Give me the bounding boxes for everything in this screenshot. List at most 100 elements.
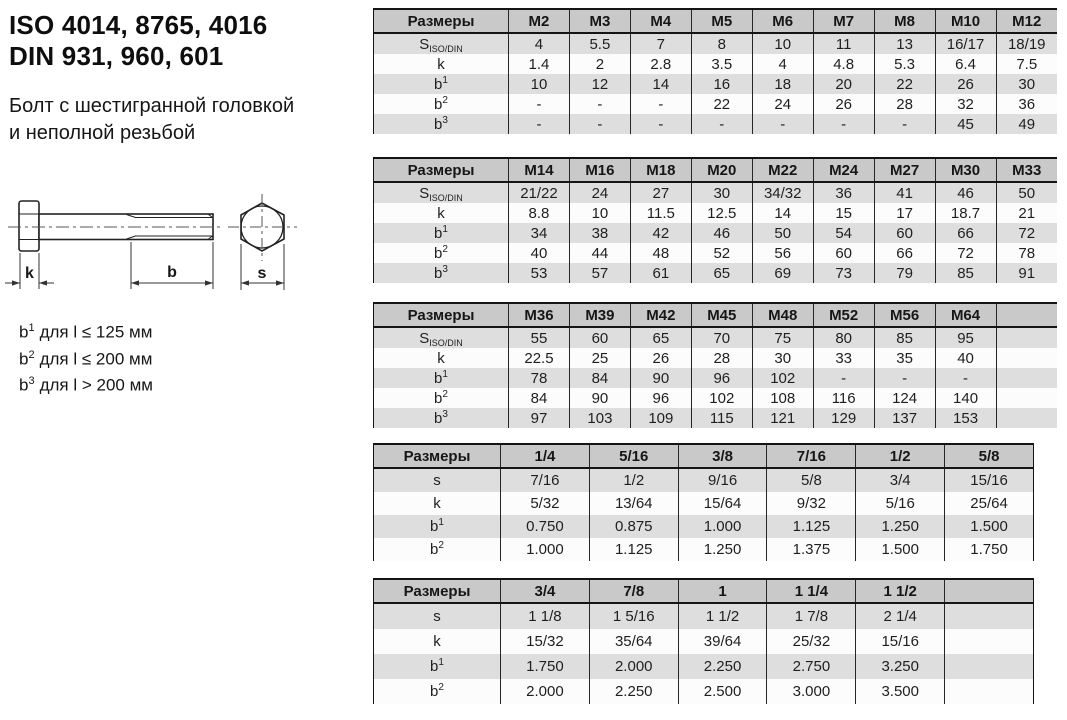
- value-cell: 25/64: [944, 492, 1034, 515]
- value-cell: 70: [690, 327, 753, 348]
- value-cell: 28: [873, 94, 936, 114]
- value-cell: 18: [751, 74, 814, 94]
- value-cell: 2.500: [677, 679, 767, 704]
- value-cell: 35/64: [588, 629, 679, 654]
- row-label: b2: [434, 388, 448, 407]
- value-cell: 9/32: [766, 492, 856, 515]
- row-label: b3: [434, 408, 448, 427]
- value-cell: 21/22: [508, 182, 570, 203]
- size-column-header: M42: [629, 303, 692, 328]
- size-column-header: M5: [690, 9, 753, 34]
- value-cell: 96: [629, 388, 692, 408]
- value-cell: 121: [751, 408, 814, 428]
- row-label: s: [433, 608, 441, 625]
- row-label: k: [437, 55, 445, 73]
- sizes-header: Размеры: [373, 9, 509, 34]
- value-cell: 75: [751, 327, 814, 348]
- row-label: b1: [430, 657, 444, 675]
- value-cell: 1.250: [855, 515, 945, 538]
- value-cell: 2.000: [588, 654, 679, 679]
- value-cell: 15: [812, 203, 875, 223]
- value-cell: 60: [873, 223, 936, 243]
- value-cell: 3.250: [855, 654, 945, 679]
- dimension-b: b: [130, 242, 214, 289]
- inch-table-quarter-to-5-8: Размеры 1/4 5/16 3/8 7/16 1/2 5/8 s 7/16 1/2 9/16 5…: [373, 443, 1034, 561]
- value-cell: 0.875: [588, 515, 679, 538]
- value-cell: -: [873, 368, 936, 388]
- note-b3: b3 для l > 200 мм: [19, 375, 153, 395]
- row-label: b1: [434, 223, 448, 242]
- value-cell: 53: [508, 263, 570, 283]
- value-cell: 22.5: [508, 348, 570, 368]
- value-cell: 109: [629, 408, 692, 428]
- value-cell: 26: [812, 94, 875, 114]
- row-label: SISO/DIN: [419, 329, 463, 348]
- value-cell: [995, 368, 1057, 388]
- value-cell: 2 1/4: [855, 603, 945, 629]
- row-label: b1: [434, 368, 448, 387]
- header-row: Размеры 3/4 7/8 1 1 1/4 1 1/2: [373, 579, 1034, 604]
- value-cell: 66: [873, 243, 936, 263]
- row-label: b1: [434, 74, 448, 93]
- value-cell: 38: [568, 223, 631, 243]
- hex-head-front-view: [228, 194, 297, 261]
- value-cell: 24: [568, 182, 631, 203]
- size-column-header: M30: [934, 158, 996, 183]
- size-column-header: M12: [995, 9, 1057, 34]
- value-cell: 49: [995, 114, 1057, 134]
- size-column-header: M64: [934, 303, 996, 328]
- row-label: b2: [430, 682, 444, 700]
- dimension-k: k: [5, 253, 54, 289]
- table-row: b3- - - - - - -45 49: [373, 114, 1057, 134]
- table-row: b1 34 38 42 46 50 54 60 66 72: [373, 223, 1057, 243]
- value-cell: 65: [690, 263, 753, 283]
- value-cell: 5/16: [855, 492, 945, 515]
- size-column-header: M36: [508, 303, 570, 328]
- metric-table-m2-m12: Размеры M2 M3 M4 M5 M6 M7 M8 M10 M12 SISO/DIN 4 5.5 7…: [373, 8, 1057, 134]
- table-row: b1 10 12 14 16 18 20 22 26 30: [373, 74, 1057, 94]
- value-cell: -: [751, 114, 814, 134]
- size-column-header: M16: [568, 158, 631, 183]
- value-cell: 1.750: [500, 654, 590, 679]
- size-column-header: 7/8: [588, 579, 679, 604]
- thread-runout-top: [126, 214, 136, 218]
- value-cell: 26: [629, 348, 692, 368]
- value-cell: 2.000: [500, 679, 590, 704]
- row-label: SISO/DIN: [419, 184, 463, 203]
- value-cell: 2.250: [677, 654, 767, 679]
- dim-label-s: s: [258, 265, 267, 282]
- value-cell: 8.8: [508, 203, 570, 223]
- value-cell: 11.5: [629, 203, 692, 223]
- table-row: k 22.5 25 26 28 30 33 35 40: [373, 348, 1057, 368]
- value-cell: 15/16: [855, 629, 945, 654]
- value-cell: 22: [873, 74, 936, 94]
- value-cell: [944, 654, 1034, 679]
- size-column-header: M52: [812, 303, 875, 328]
- value-cell: 41: [873, 182, 936, 203]
- value-cell: 26: [934, 74, 996, 94]
- bolt-side-view: [8, 200, 222, 252]
- value-cell: -: [873, 114, 936, 134]
- value-cell: 18.7: [934, 203, 996, 223]
- value-cell: 22: [690, 94, 753, 114]
- value-cell: 103: [568, 408, 631, 428]
- table-row: b1 78 84 90 96 102- - -: [373, 368, 1057, 388]
- row-label: b1: [430, 517, 444, 535]
- table-row: b2 2.000 2.250 2.500 3.000 3.500: [373, 679, 1034, 704]
- value-cell: 129: [812, 408, 875, 428]
- size-column-header: M8: [873, 9, 936, 34]
- value-cell: 20: [812, 74, 875, 94]
- value-cell: -: [812, 368, 875, 388]
- size-column-header: 1 1/2: [855, 579, 945, 604]
- row-label: b3: [434, 114, 448, 133]
- value-cell: 48: [629, 243, 692, 263]
- value-cell: 52: [690, 243, 753, 263]
- size-column-header: M7: [812, 9, 875, 34]
- value-cell: 14: [751, 203, 814, 223]
- thread-runout-bottom: [126, 235, 136, 240]
- value-cell: 24: [751, 94, 814, 114]
- length-notes: b1 для l ≤ 125 мм b2 для l ≤ 200 мм b3 для …: [19, 317, 153, 397]
- size-column-header: 7/16: [766, 444, 856, 469]
- value-cell: 4: [751, 54, 814, 74]
- note-b2: b2 для l ≤ 200 мм: [19, 348, 153, 369]
